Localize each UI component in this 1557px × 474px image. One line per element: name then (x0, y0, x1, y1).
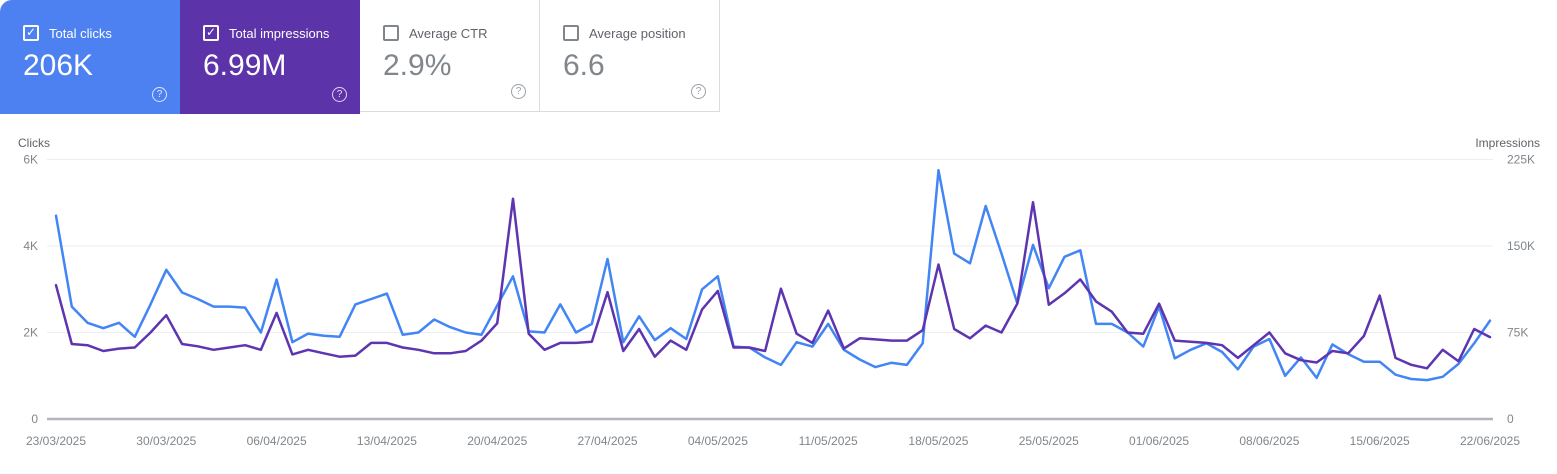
total-impressions-value: 6.99M (203, 49, 287, 82)
card-check-row: ✓ Total impressions (203, 25, 329, 41)
total-clicks-label: Total clicks (49, 25, 112, 41)
total-clicks-checkbox[interactable]: ✓ (23, 25, 39, 41)
date-label: 15/06/2025 (1350, 434, 1410, 448)
question-glyph: ? (515, 85, 522, 97)
date-label: 27/04/2025 (578, 434, 638, 448)
card-total-impressions[interactable]: ✓ Total impressions 6.99M ? (180, 0, 360, 114)
left-axis-tick: 2K (23, 326, 38, 340)
average-ctr-value: 2.9% (383, 49, 452, 82)
metric-cards: ✓ Total clicks 206K ? ✓ Total impression… (0, 0, 720, 114)
date-label: 04/05/2025 (688, 434, 748, 448)
date-label: 08/06/2025 (1239, 434, 1299, 448)
impressions-line[interactable] (54, 197, 1492, 370)
question-glyph: ? (156, 88, 163, 100)
left-axis-tick: 0 (31, 412, 38, 426)
help-icon[interactable]: ? (691, 84, 706, 99)
right-axis-tick: 225K (1507, 153, 1535, 167)
total-impressions-checkbox[interactable]: ✓ (203, 25, 219, 41)
help-icon[interactable]: ? (332, 87, 347, 102)
help-icon[interactable]: ? (511, 84, 526, 99)
right-axis-tick: 150K (1507, 239, 1535, 253)
right-axis-title: Impressions (1475, 136, 1540, 150)
date-label: 22/06/2025 (1460, 434, 1520, 448)
date-label: 18/05/2025 (908, 434, 968, 448)
average-ctr-checkbox[interactable]: ✓ (383, 25, 399, 41)
card-check-row: ✓ Average position (563, 25, 686, 41)
card-check-row: ✓ Average CTR (383, 25, 488, 41)
check-icon: ✓ (25, 25, 37, 39)
card-average-ctr[interactable]: ✓ Average CTR 2.9% ? (360, 0, 540, 112)
date-label: 25/05/2025 (1019, 434, 1079, 448)
left-axis-tick: 6K (23, 153, 38, 167)
date-label: 13/04/2025 (357, 434, 417, 448)
card-total-clicks[interactable]: ✓ Total clicks 206K ? (0, 0, 180, 114)
question-glyph: ? (336, 88, 343, 100)
date-label: 11/05/2025 (799, 434, 858, 448)
card-check-row: ✓ Total clicks (23, 25, 112, 41)
right-axis-tick: 75K (1507, 326, 1528, 340)
date-label: 20/04/2025 (467, 434, 527, 448)
average-position-label: Average position (589, 25, 686, 41)
average-position-value: 6.6 (563, 49, 605, 82)
question-glyph: ? (695, 85, 702, 97)
card-average-position[interactable]: ✓ Average position 6.6 ? (540, 0, 720, 112)
left-axis-title: Clicks (18, 136, 50, 150)
clicks-line[interactable] (54, 169, 1492, 382)
date-label: 06/04/2025 (247, 434, 307, 448)
total-impressions-label: Total impressions (229, 25, 330, 41)
check-icon: ✓ (205, 25, 217, 39)
date-label: 30/03/2025 (136, 434, 196, 448)
right-axis-tick: 0 (1507, 412, 1514, 426)
total-clicks-value: 206K (23, 49, 94, 82)
date-label: 23/03/2025 (26, 434, 86, 448)
average-ctr-label: Average CTR (409, 25, 488, 41)
average-position-checkbox[interactable]: ✓ (563, 25, 579, 41)
left-axis-tick: 4K (23, 239, 38, 253)
help-icon[interactable]: ? (152, 87, 167, 102)
date-label: 01/06/2025 (1129, 434, 1189, 448)
